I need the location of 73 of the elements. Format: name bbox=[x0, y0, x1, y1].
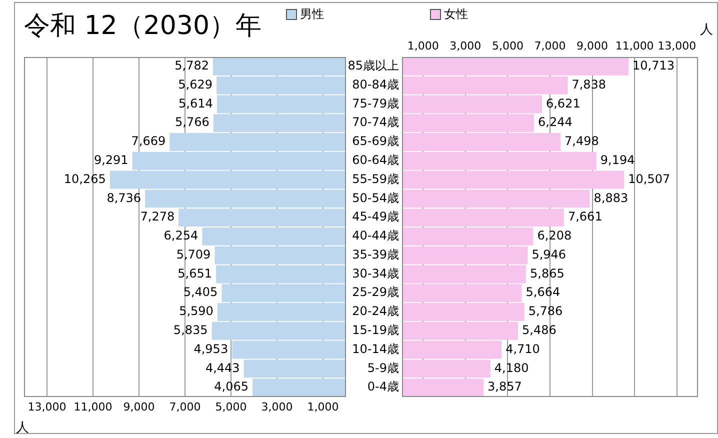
data-label: 5,709 bbox=[176, 247, 211, 262]
data-label: 7,661 bbox=[568, 210, 602, 224]
data-label: 5,486 bbox=[522, 323, 556, 338]
data-label: 6,208 bbox=[537, 228, 572, 243]
data-label: 9,291 bbox=[94, 153, 128, 168]
data-label: 7,838 bbox=[572, 77, 606, 92]
y-tick-label: 65-69歳 bbox=[352, 134, 399, 148]
y-tick-label: 35-39歳 bbox=[352, 247, 399, 262]
y-tick-label: 80-84歳 bbox=[352, 77, 399, 92]
x-tick-label: 13,000 bbox=[28, 400, 66, 414]
x-tick-label: 9,000 bbox=[123, 400, 155, 414]
data-label: 5,946 bbox=[532, 247, 566, 262]
data-label: 5,782 bbox=[174, 58, 210, 73]
x-axis-title: 人 bbox=[700, 22, 713, 38]
data-label: 4,443 bbox=[205, 360, 240, 375]
x-axis-title: 人 bbox=[16, 420, 29, 436]
data-label: 5,629 bbox=[178, 77, 213, 92]
chart-title: 令和 12（2030）年 bbox=[24, 10, 262, 43]
x-tick-label: 7,000 bbox=[169, 400, 201, 414]
y-tick-label: 70-74歳 bbox=[352, 115, 399, 130]
y-tick-label: 60-64歳 bbox=[352, 153, 399, 168]
data-label: 10,265 bbox=[64, 172, 106, 186]
y-tick-label: 50-54歳 bbox=[352, 190, 399, 205]
legend-label: 女性 bbox=[444, 6, 468, 23]
y-tick-label: 40-44歳 bbox=[352, 228, 399, 243]
y-tick-label: 85歳以上 bbox=[348, 58, 399, 73]
data-label: 5,766 bbox=[175, 115, 210, 130]
data-label: 5,614 bbox=[178, 96, 213, 110]
data-label: 6,254 bbox=[164, 228, 198, 243]
x-tick-label: 5,000 bbox=[492, 39, 524, 52]
data-label: 5,651 bbox=[178, 266, 212, 280]
y-tick-label: 45-49歳 bbox=[352, 210, 399, 224]
data-label: 8,736 bbox=[106, 190, 142, 205]
x-tick-label: 3,000 bbox=[261, 400, 293, 414]
x-tick-label: 11,000 bbox=[74, 400, 112, 414]
x-tick-label: 3,000 bbox=[450, 39, 482, 52]
x-tick-label: 11,000 bbox=[615, 39, 654, 52]
data-label: 5,865 bbox=[530, 266, 564, 280]
data-label: 6,621 bbox=[546, 96, 580, 110]
data-label: 5,590 bbox=[179, 304, 214, 318]
data-label: 7,278 bbox=[140, 210, 175, 224]
data-label: 3,857 bbox=[488, 380, 522, 394]
y-tick-label: 5-9歳 bbox=[367, 360, 399, 375]
data-label: 10,507 bbox=[628, 172, 670, 186]
data-label: 10,713 bbox=[632, 58, 675, 73]
data-label: 7,669 bbox=[131, 134, 166, 148]
x-tick-label: 1,000 bbox=[407, 39, 439, 52]
data-label: 4,953 bbox=[194, 342, 228, 356]
x-tick-label: 1,000 bbox=[307, 400, 339, 414]
data-label: 5,664 bbox=[526, 285, 560, 300]
x-tick-label: 9,000 bbox=[576, 39, 608, 52]
x-tick-label: 13,000 bbox=[658, 39, 696, 52]
data-label: 7,498 bbox=[564, 134, 599, 148]
y-tick-label: 55-59歳 bbox=[352, 172, 399, 186]
data-label: 5,786 bbox=[528, 304, 563, 318]
legend-label: 男性 bbox=[300, 6, 324, 23]
x-tick-label: 7,000 bbox=[534, 39, 566, 52]
y-tick-label: 25-29歳 bbox=[352, 285, 399, 300]
data-label: 4,065 bbox=[214, 380, 249, 394]
y-tick-label: 30-34歳 bbox=[352, 266, 399, 280]
y-tick-label: 0-4歳 bbox=[367, 380, 399, 394]
data-label: 4,180 bbox=[494, 360, 529, 375]
y-tick-label: 10-14歳 bbox=[352, 342, 399, 356]
x-tick-label: 5,000 bbox=[215, 400, 247, 414]
y-tick-label: 75-79歳 bbox=[352, 96, 399, 110]
data-label: 5,835 bbox=[173, 323, 208, 338]
data-label: 6,244 bbox=[538, 115, 572, 130]
data-label: 4,710 bbox=[506, 342, 540, 356]
y-tick-label: 20-24歳 bbox=[352, 304, 399, 318]
y-tick-label: 15-19歳 bbox=[352, 323, 399, 338]
data-label: 5,405 bbox=[183, 285, 218, 300]
data-label: 9,194 bbox=[600, 153, 635, 168]
data-label: 8,883 bbox=[594, 190, 628, 205]
